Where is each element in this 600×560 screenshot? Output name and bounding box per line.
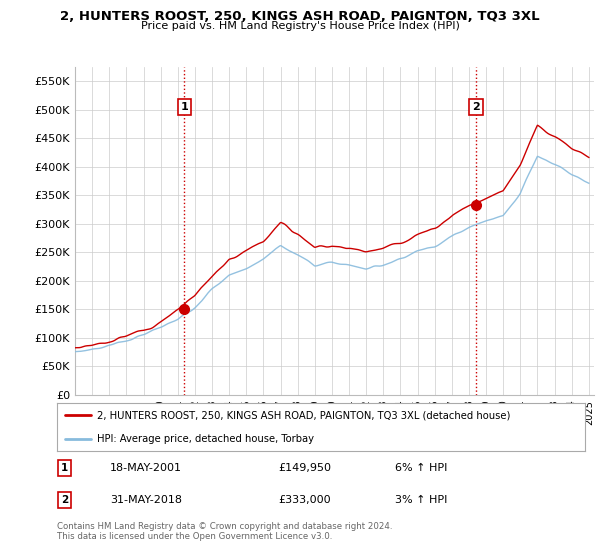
Text: Price paid vs. HM Land Registry's House Price Index (HPI): Price paid vs. HM Land Registry's House … <box>140 21 460 31</box>
Text: HPI: Average price, detached house, Torbay: HPI: Average price, detached house, Torb… <box>97 434 314 444</box>
Text: 2, HUNTERS ROOST, 250, KINGS ASH ROAD, PAIGNTON, TQ3 3XL (detached house): 2, HUNTERS ROOST, 250, KINGS ASH ROAD, P… <box>97 410 510 420</box>
Text: £333,000: £333,000 <box>279 495 331 505</box>
Text: 18-MAY-2001: 18-MAY-2001 <box>110 463 182 473</box>
Text: 1: 1 <box>181 102 188 112</box>
Text: 6% ↑ HPI: 6% ↑ HPI <box>395 463 447 473</box>
Text: 1: 1 <box>61 463 68 473</box>
Text: 2: 2 <box>61 495 68 505</box>
Text: 3% ↑ HPI: 3% ↑ HPI <box>395 495 447 505</box>
Text: £149,950: £149,950 <box>279 463 332 473</box>
Text: Contains HM Land Registry data © Crown copyright and database right 2024.
This d: Contains HM Land Registry data © Crown c… <box>57 522 392 542</box>
Text: 2: 2 <box>472 102 480 112</box>
Text: 2, HUNTERS ROOST, 250, KINGS ASH ROAD, PAIGNTON, TQ3 3XL: 2, HUNTERS ROOST, 250, KINGS ASH ROAD, P… <box>60 10 540 22</box>
Text: 31-MAY-2018: 31-MAY-2018 <box>110 495 182 505</box>
